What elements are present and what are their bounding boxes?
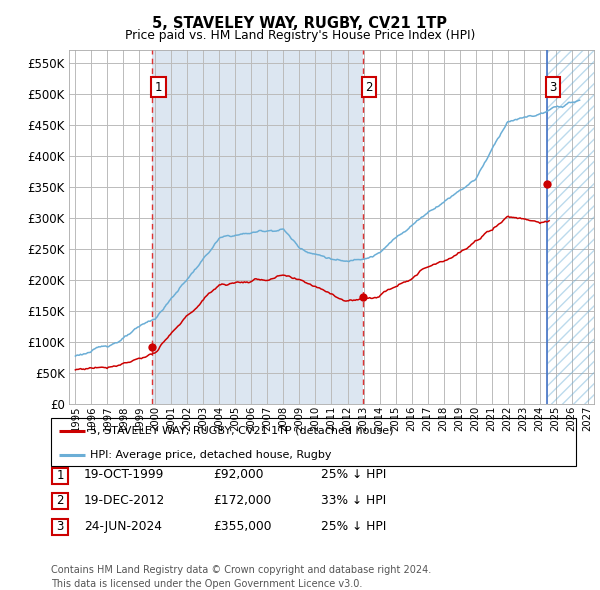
Text: 2: 2 [365,81,373,94]
Text: Price paid vs. HM Land Registry's House Price Index (HPI): Price paid vs. HM Land Registry's House … [125,29,475,42]
Text: £355,000: £355,000 [213,520,271,533]
Text: 1: 1 [155,81,162,94]
Bar [363,50,547,404]
Text: £92,000: £92,000 [213,468,263,481]
Text: 19-DEC-2012: 19-DEC-2012 [84,494,165,507]
Text: HPI: Average price, detached house, Rugby: HPI: Average price, detached house, Rugb… [91,450,332,460]
Text: 3: 3 [56,520,64,533]
Bar [69,50,152,404]
Bar [547,50,594,404]
Text: 1: 1 [56,469,64,482]
Bar [547,50,594,404]
Text: Contains HM Land Registry data © Crown copyright and database right 2024.
This d: Contains HM Land Registry data © Crown c… [51,565,431,589]
Text: £172,000: £172,000 [213,494,271,507]
Text: 3: 3 [550,81,557,94]
Text: 2: 2 [56,494,64,507]
Text: 24-JUN-2024: 24-JUN-2024 [84,520,162,533]
Text: 25% ↓ HPI: 25% ↓ HPI [321,520,386,533]
Text: 25% ↓ HPI: 25% ↓ HPI [321,468,386,481]
Text: 5, STAVELEY WAY, RUGBY, CV21 1TP: 5, STAVELEY WAY, RUGBY, CV21 1TP [152,16,448,31]
Text: 19-OCT-1999: 19-OCT-1999 [84,468,164,481]
Bar [152,50,363,404]
Text: 5, STAVELEY WAY, RUGBY, CV21 1TP (detached house): 5, STAVELEY WAY, RUGBY, CV21 1TP (detach… [91,426,394,436]
Text: 33% ↓ HPI: 33% ↓ HPI [321,494,386,507]
